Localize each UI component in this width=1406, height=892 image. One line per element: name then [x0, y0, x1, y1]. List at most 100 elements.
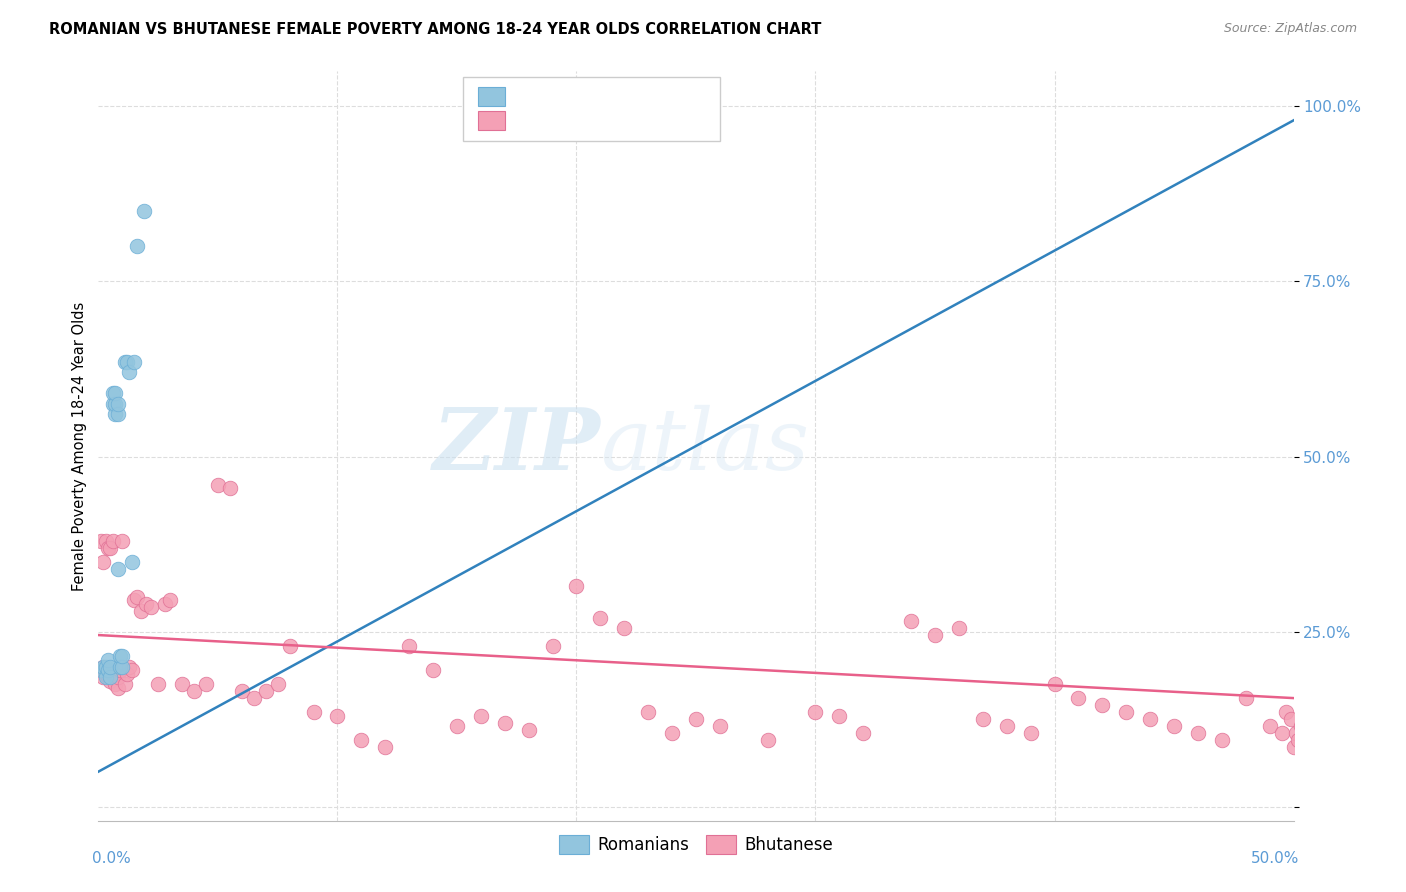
Point: [107, 681, 129, 695]
Point: [114, 677, 136, 691]
Point: [125, 590, 148, 604]
Text: 50.0%: 50.0%: [1251, 851, 1299, 865]
Point: [172, 677, 194, 691]
Point: [91, 659, 114, 673]
Point: [326, 708, 349, 723]
Point: [107, 670, 129, 684]
Point: [1271, 726, 1294, 740]
Point: [90, 533, 112, 548]
Point: [1187, 726, 1209, 740]
Point: [90, 663, 112, 677]
Point: [1323, 733, 1346, 747]
Text: ZIP: ZIP: [433, 404, 600, 488]
Point: [422, 663, 444, 677]
Point: [1067, 691, 1090, 706]
Point: [948, 621, 970, 635]
Point: [541, 639, 564, 653]
Point: [350, 733, 373, 747]
Point: [91, 659, 114, 673]
Point: [709, 719, 731, 733]
Point: [1211, 733, 1233, 747]
Point: [101, 397, 124, 411]
Point: [124, 593, 146, 607]
Point: [1091, 698, 1114, 712]
Point: [267, 677, 290, 691]
Point: [1279, 712, 1302, 726]
Point: [135, 597, 157, 611]
Point: [1019, 726, 1042, 740]
Point: [101, 533, 124, 548]
Point: [98, 663, 122, 677]
Point: [804, 705, 827, 719]
Point: [302, 705, 325, 719]
Point: [195, 677, 218, 691]
Point: [995, 719, 1018, 733]
Point: [108, 649, 131, 664]
Point: [115, 355, 138, 369]
Text: 27: 27: [652, 88, 676, 106]
Point: [972, 712, 994, 726]
Point: [398, 639, 420, 653]
Point: [148, 677, 170, 691]
Text: N =: N =: [603, 88, 650, 106]
Point: [111, 659, 134, 673]
Text: Source: ZipAtlas.com: Source: ZipAtlas.com: [1223, 22, 1357, 36]
Point: [107, 408, 129, 422]
Y-axis label: Female Poverty Among 18-24 Year Olds: Female Poverty Among 18-24 Year Olds: [72, 301, 87, 591]
Point: [183, 684, 205, 698]
Point: [121, 663, 143, 677]
Point: [565, 579, 588, 593]
Point: [1295, 726, 1317, 740]
Point: [1310, 719, 1333, 733]
Point: [1163, 719, 1185, 733]
Text: 98: 98: [658, 112, 681, 130]
Point: [118, 366, 141, 380]
Point: [494, 715, 516, 730]
Point: [97, 652, 120, 666]
Point: [1306, 705, 1329, 719]
Point: [1303, 719, 1326, 733]
Point: [114, 355, 136, 369]
Point: [1289, 719, 1312, 733]
Point: [1234, 691, 1257, 706]
Point: [97, 670, 120, 684]
Point: [159, 593, 181, 607]
Point: [828, 708, 851, 723]
Point: [374, 740, 396, 755]
Bar: [478, 87, 505, 106]
Point: [125, 239, 148, 253]
Point: [446, 719, 468, 733]
Point: [131, 603, 153, 617]
Point: [1320, 726, 1343, 740]
Point: [1258, 719, 1281, 733]
Point: [104, 408, 127, 422]
Point: [107, 561, 129, 575]
Legend: Romanians, Bhutanese: Romanians, Bhutanese: [553, 829, 839, 861]
Point: [91, 670, 114, 684]
Point: [108, 663, 131, 677]
Point: [1286, 733, 1309, 747]
Point: [278, 639, 301, 653]
Point: [101, 386, 124, 401]
Point: [1139, 712, 1161, 726]
Point: [924, 628, 946, 642]
Point: [219, 481, 242, 495]
Point: [613, 621, 636, 635]
Point: [517, 723, 540, 737]
Point: [637, 705, 659, 719]
Point: [98, 541, 122, 555]
Text: N =: N =: [607, 112, 655, 130]
Point: [1299, 712, 1322, 726]
Point: [97, 541, 120, 555]
Point: [121, 555, 143, 569]
Point: [90, 663, 112, 677]
Point: [1282, 740, 1305, 755]
Point: [111, 533, 134, 548]
Point: [108, 659, 131, 673]
Point: [101, 666, 124, 681]
Text: R =: R =: [510, 88, 547, 106]
Point: [111, 649, 134, 664]
Bar: [478, 112, 505, 130]
Point: [94, 533, 117, 548]
Point: [104, 677, 127, 691]
